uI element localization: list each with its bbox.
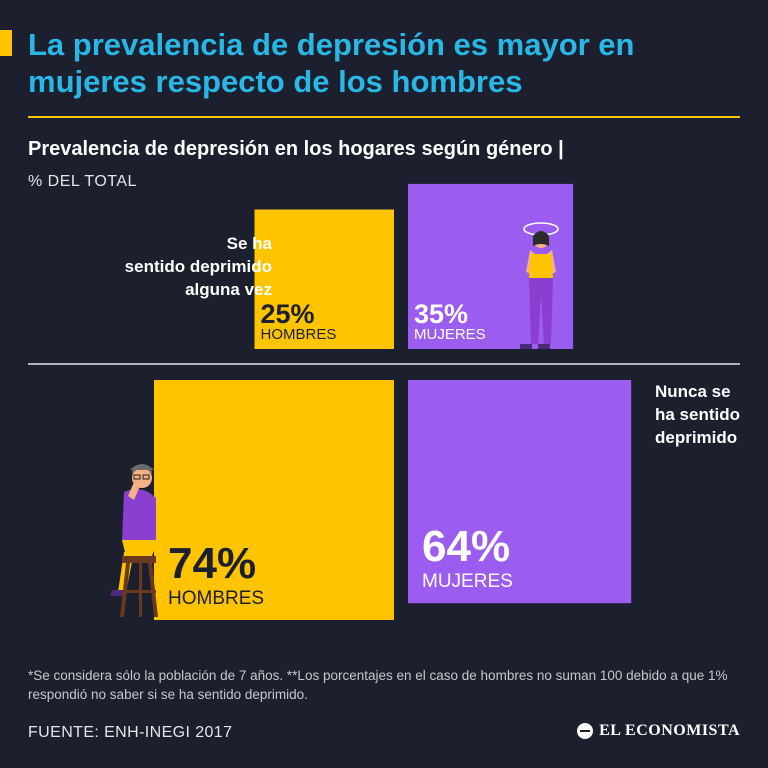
page-title: La prevalencia de depresión es mayor en … xyxy=(28,27,635,99)
publisher-logo: EL ECONOMISTA xyxy=(577,722,740,740)
value-label-mujeres-1: 64% xyxy=(422,522,510,571)
woman-holding-head-icon xyxy=(520,222,559,349)
bar-hombres-0 xyxy=(254,209,394,349)
el-economista-logo-icon xyxy=(577,723,594,739)
logo-text: EL ECONOMISTA xyxy=(599,722,740,739)
bar-hombres-1 xyxy=(154,380,394,620)
value-label-hombres-1: 74% xyxy=(168,539,256,588)
category-label-ever-depressed: Se ha sentido deprimido alguna vez xyxy=(124,234,272,299)
value-label-mujeres-0: 35% xyxy=(414,299,468,329)
man-on-stool-icon xyxy=(110,464,158,617)
title-rule xyxy=(28,116,740,118)
footnote: *Se considera sólo la población de 7 año… xyxy=(28,668,728,702)
category-label-never-depressed: Nunca se ha sentido deprimido xyxy=(655,382,741,447)
title-accent-bar xyxy=(0,30,12,56)
value-label-hombres-0: 25% xyxy=(261,299,315,329)
series-label-hombres-1: HOMBRES xyxy=(168,588,264,609)
series-label-mujeres-1: MUJERES xyxy=(422,571,513,592)
series-label-mujeres-0: MUJERES xyxy=(414,326,486,343)
bar-mujeres-1 xyxy=(408,380,632,604)
chart-subtitle: Prevalencia de depresión en los hogares … xyxy=(28,138,564,160)
source-label: FUENTE: ENH-INEGI 2017 xyxy=(28,724,233,741)
units-label: % DEL TOTAL xyxy=(28,173,137,190)
series-label-hombres-0: HOMBRES xyxy=(261,326,337,343)
